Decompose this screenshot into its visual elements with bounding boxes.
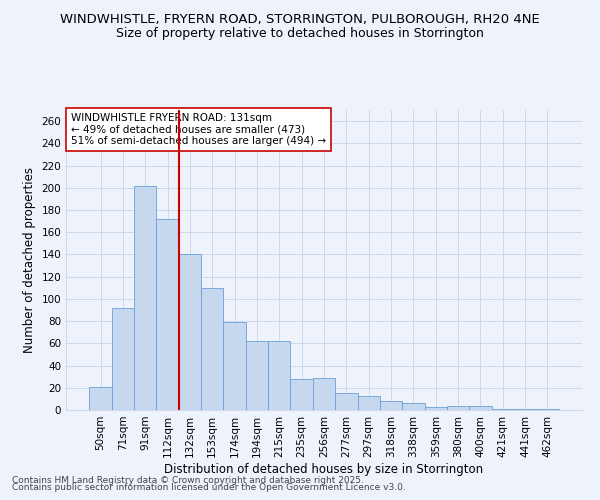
Bar (402, 404, 425, 410)
Bar (358, 396, 380, 410)
Bar (491, 409, 514, 410)
Bar (380, 401, 402, 410)
Bar (290, 379, 313, 410)
Bar (201, 288, 223, 410)
Bar (447, 406, 469, 410)
Bar (89, 386, 112, 410)
Text: WINDWHISTLE, FRYERN ROAD, STORRINGTON, PULBOROUGH, RH20 4NE: WINDWHISTLE, FRYERN ROAD, STORRINGTON, P… (60, 12, 540, 26)
Bar (469, 406, 491, 410)
Bar (223, 322, 246, 410)
Bar (157, 219, 179, 410)
Text: Contains HM Land Registry data © Crown copyright and database right 2025.: Contains HM Land Registry data © Crown c… (12, 476, 364, 485)
Bar (134, 186, 157, 410)
Bar (246, 341, 268, 410)
Bar (179, 254, 201, 410)
Text: Contains public sector information licensed under the Open Government Licence v3: Contains public sector information licen… (12, 484, 406, 492)
Y-axis label: Number of detached properties: Number of detached properties (23, 167, 36, 353)
X-axis label: Distribution of detached houses by size in Storrington: Distribution of detached houses by size … (164, 462, 484, 475)
Bar (313, 378, 335, 410)
Text: WINDWHISTLE FRYERN ROAD: 131sqm
← 49% of detached houses are smaller (473)
51% o: WINDWHISTLE FRYERN ROAD: 131sqm ← 49% of… (71, 113, 326, 146)
Text: Size of property relative to detached houses in Storrington: Size of property relative to detached ho… (116, 28, 484, 40)
Bar (514, 409, 536, 410)
Bar (536, 409, 559, 410)
Bar (112, 308, 134, 410)
Bar (335, 394, 358, 410)
Bar (268, 341, 290, 410)
Bar (425, 406, 447, 410)
